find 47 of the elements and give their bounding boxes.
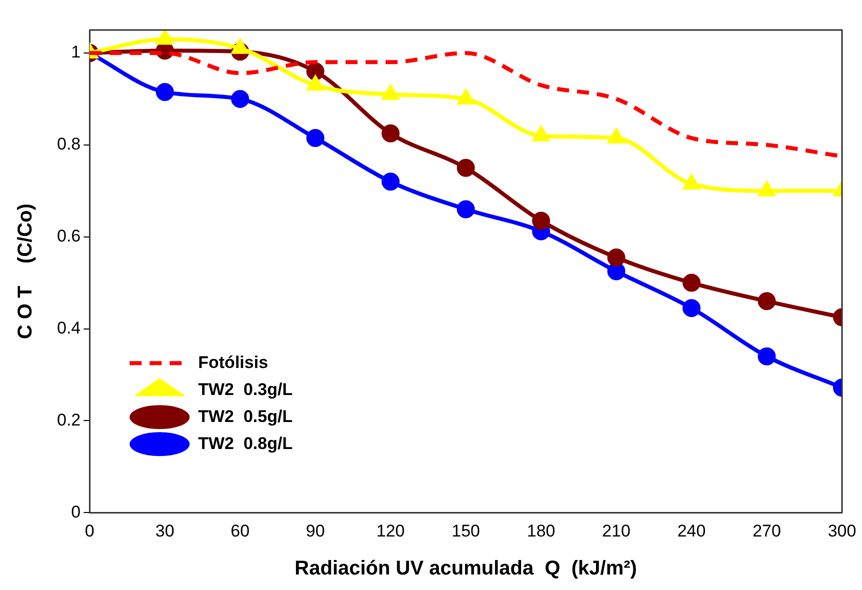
y-tick-label: 0	[71, 502, 81, 522]
y-tick-label: 0.2	[56, 410, 81, 430]
point	[758, 347, 776, 366]
point	[156, 83, 174, 102]
x-tick-label: 210	[602, 521, 630, 540]
point	[382, 85, 399, 100]
x-tick-label: 150	[452, 521, 480, 540]
y-tick-label: 0.6	[56, 226, 81, 246]
legend-label: TW2 0.3g/L	[198, 380, 293, 399]
x-axis-title: Radiación UV acumulada Q (kJ/m²)	[294, 558, 637, 580]
point	[458, 90, 474, 104]
point	[232, 39, 248, 54]
point	[758, 292, 776, 310]
point	[382, 172, 400, 191]
x-tick-label: 240	[677, 521, 706, 540]
point	[682, 299, 701, 318]
x-tick-label: 90	[306, 521, 325, 540]
point	[682, 274, 701, 292]
x-tick-label: 60	[230, 521, 250, 540]
point	[306, 129, 324, 148]
legend-label: Fotólisis	[198, 352, 268, 372]
point	[683, 174, 700, 190]
point	[758, 182, 775, 196]
legend-label: TW2 0.5g/L	[198, 406, 293, 426]
x-tick-label: 0	[84, 521, 94, 540]
x-tick-label: 30	[155, 521, 174, 540]
y-tick-label: 0.4	[56, 318, 81, 338]
legend-label: TW2 0.8g/L	[198, 434, 293, 453]
point	[456, 158, 475, 177]
y-tick-label: 0.8	[56, 134, 81, 154]
x-tick-label: 120	[376, 521, 405, 540]
point	[456, 200, 475, 218]
point	[532, 212, 550, 230]
x-tick-label: 180	[526, 521, 556, 540]
x-tick-label: 300	[828, 521, 856, 540]
point	[608, 129, 624, 144]
point	[607, 248, 626, 267]
point	[382, 124, 400, 142]
point	[607, 262, 626, 280]
point	[231, 90, 250, 108]
y-axis-title: C O T (C/Co)	[14, 204, 37, 340]
point	[306, 62, 324, 80]
point	[532, 126, 550, 142]
y-tick-label: 1	[71, 42, 81, 62]
x-tick-label: 270	[752, 521, 781, 540]
point	[307, 76, 324, 91]
point	[156, 30, 173, 45]
